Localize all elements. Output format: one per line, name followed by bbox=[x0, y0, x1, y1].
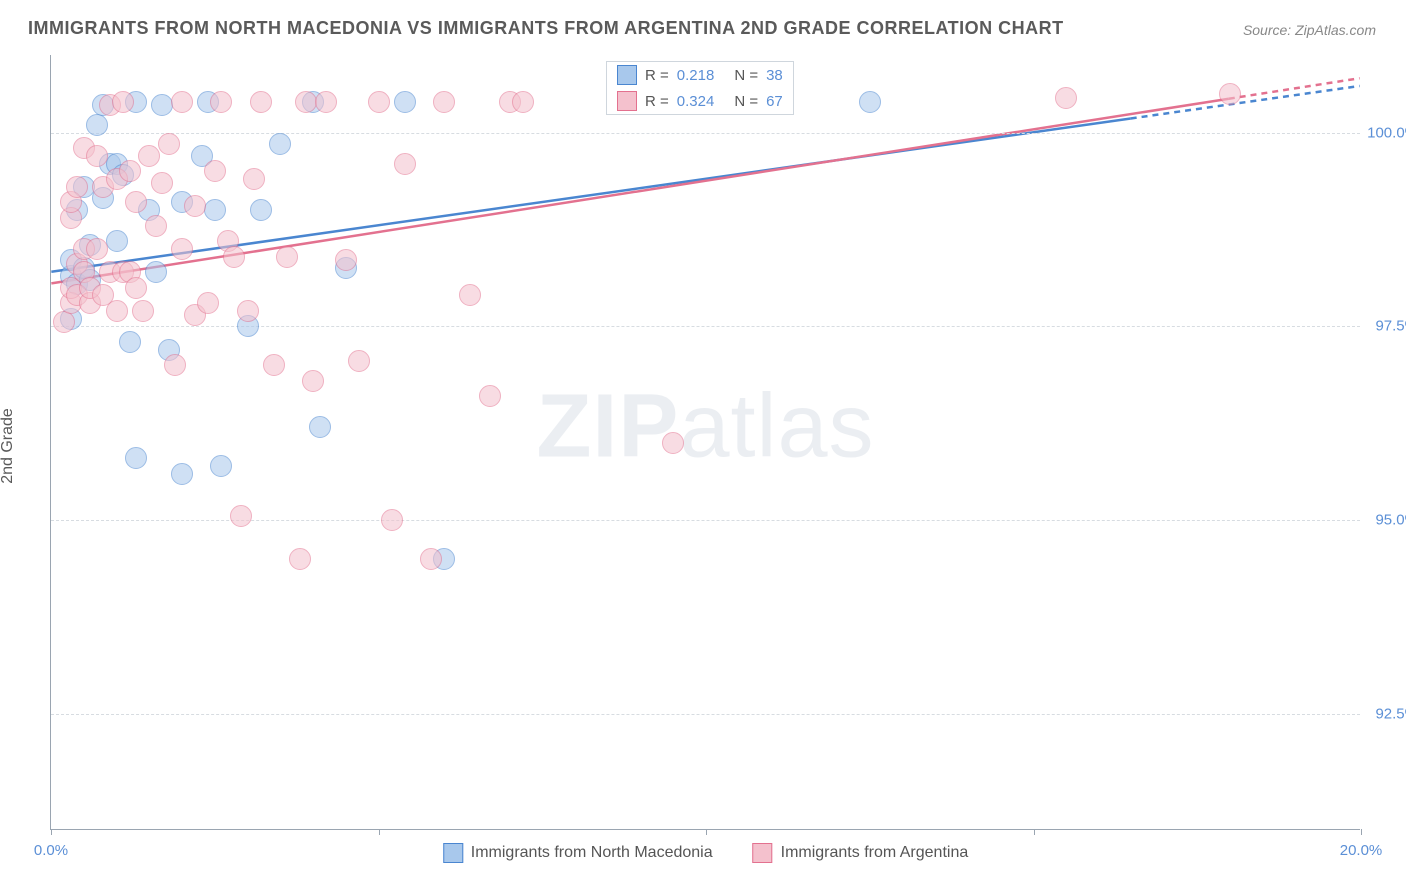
n-value: 67 bbox=[766, 93, 783, 110]
data-point bbox=[210, 91, 232, 113]
data-point bbox=[223, 246, 245, 268]
data-point bbox=[86, 238, 108, 260]
data-point bbox=[125, 447, 147, 469]
y-tick-label: 97.5% bbox=[1366, 318, 1406, 335]
watermark: ZIPatlas bbox=[536, 375, 874, 478]
data-point bbox=[171, 91, 193, 113]
data-point bbox=[237, 300, 259, 322]
legend-row: R = 0.324 N = 67 bbox=[607, 88, 793, 114]
data-point bbox=[204, 199, 226, 221]
data-point bbox=[171, 463, 193, 485]
data-point bbox=[512, 91, 534, 113]
legend-item: Immigrants from Argentina bbox=[753, 843, 969, 863]
data-point bbox=[106, 300, 128, 322]
data-point bbox=[276, 246, 298, 268]
y-axis-label: 2nd Grade bbox=[0, 408, 17, 484]
data-point bbox=[1219, 83, 1241, 105]
data-point bbox=[269, 133, 291, 155]
data-point bbox=[158, 133, 180, 155]
data-point bbox=[243, 168, 265, 190]
legend-swatch bbox=[617, 91, 637, 111]
data-point bbox=[394, 153, 416, 175]
gridline bbox=[51, 133, 1360, 134]
data-point bbox=[210, 455, 232, 477]
n-value: 38 bbox=[766, 67, 783, 84]
data-point bbox=[66, 176, 88, 198]
series-legend: Immigrants from North Macedonia Immigrant… bbox=[443, 843, 968, 863]
x-tick-label: 0.0% bbox=[34, 842, 68, 859]
n-label: N = bbox=[734, 67, 758, 84]
data-point bbox=[119, 160, 141, 182]
data-point bbox=[394, 91, 416, 113]
data-point bbox=[230, 505, 252, 527]
legend-row: R = 0.218 N = 38 bbox=[607, 62, 793, 88]
data-point bbox=[250, 91, 272, 113]
data-point bbox=[184, 195, 206, 217]
data-point bbox=[171, 238, 193, 260]
data-point bbox=[368, 91, 390, 113]
legend-item: Immigrants from North Macedonia bbox=[443, 843, 713, 863]
data-point bbox=[86, 145, 108, 167]
data-point bbox=[125, 277, 147, 299]
r-label: R = bbox=[645, 67, 669, 84]
x-tick-label: 20.0% bbox=[1340, 842, 1383, 859]
data-point bbox=[145, 261, 167, 283]
data-point bbox=[348, 350, 370, 372]
legend-swatch bbox=[753, 843, 773, 863]
data-point bbox=[662, 432, 684, 454]
legend-label: Immigrants from Argentina bbox=[781, 844, 969, 862]
data-point bbox=[309, 416, 331, 438]
source-label: Source: ZipAtlas.com bbox=[1243, 22, 1376, 38]
x-tick bbox=[1034, 829, 1035, 835]
gridline bbox=[51, 714, 1360, 715]
y-tick-label: 100.0% bbox=[1366, 124, 1406, 141]
scatter-plot: ZIPatlas 92.5%95.0%97.5%100.0%0.0%20.0%R… bbox=[50, 55, 1360, 830]
x-tick bbox=[1361, 829, 1362, 835]
data-point bbox=[145, 215, 167, 237]
legend-swatch bbox=[443, 843, 463, 863]
data-point bbox=[335, 249, 357, 271]
n-label: N = bbox=[734, 93, 758, 110]
data-point bbox=[315, 91, 337, 113]
data-point bbox=[263, 354, 285, 376]
data-point bbox=[197, 292, 219, 314]
data-point bbox=[289, 548, 311, 570]
x-tick bbox=[379, 829, 380, 835]
data-point bbox=[420, 548, 442, 570]
data-point bbox=[164, 354, 186, 376]
data-point bbox=[859, 91, 881, 113]
data-point bbox=[106, 230, 128, 252]
r-label: R = bbox=[645, 93, 669, 110]
data-point bbox=[138, 145, 160, 167]
r-value: 0.218 bbox=[677, 67, 715, 84]
data-point bbox=[119, 331, 141, 353]
data-point bbox=[479, 385, 501, 407]
data-point bbox=[86, 114, 108, 136]
data-point bbox=[151, 172, 173, 194]
data-point bbox=[1055, 87, 1077, 109]
data-point bbox=[204, 160, 226, 182]
x-tick bbox=[51, 829, 52, 835]
y-tick-label: 95.0% bbox=[1366, 512, 1406, 529]
chart-title: IMMIGRANTS FROM NORTH MACEDONIA VS IMMIG… bbox=[28, 18, 1064, 39]
legend-swatch bbox=[617, 65, 637, 85]
x-tick bbox=[706, 829, 707, 835]
data-point bbox=[302, 370, 324, 392]
y-tick-label: 92.5% bbox=[1366, 705, 1406, 722]
correlation-legend: R = 0.218 N = 38 R = 0.324 N = 67 bbox=[606, 61, 794, 115]
data-point bbox=[381, 509, 403, 531]
data-point bbox=[250, 199, 272, 221]
data-point bbox=[125, 191, 147, 213]
data-point bbox=[433, 91, 455, 113]
data-point bbox=[459, 284, 481, 306]
data-point bbox=[151, 94, 173, 116]
legend-label: Immigrants from North Macedonia bbox=[471, 844, 713, 862]
data-point bbox=[132, 300, 154, 322]
data-point bbox=[53, 311, 75, 333]
r-value: 0.324 bbox=[677, 93, 715, 110]
data-point bbox=[112, 91, 134, 113]
